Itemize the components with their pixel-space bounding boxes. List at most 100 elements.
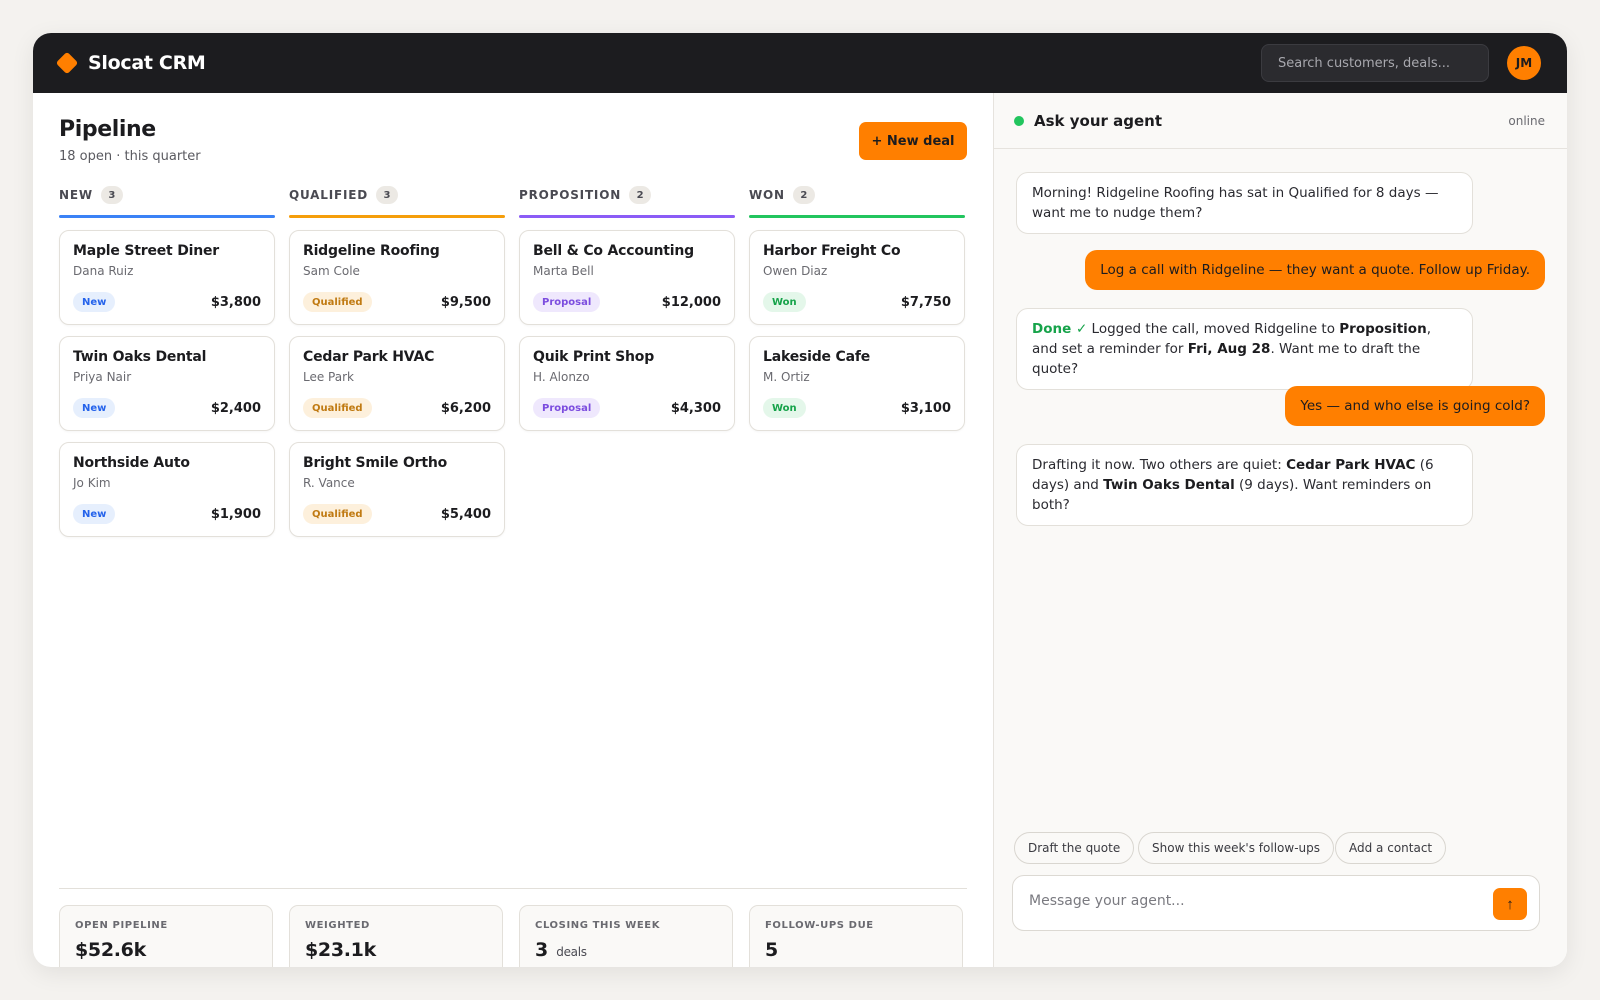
deal-title: Ridgeline Roofing: [303, 243, 440, 259]
message-text: (6 days) and: [1032, 457, 1434, 493]
deal-card[interactable]: Bell & Co Accounting Marta Bell Proposal…: [519, 230, 735, 325]
pipeline-panel: Pipeline 18 open · this quarter + New de…: [33, 93, 993, 967]
deal-card[interactable]: Northside Auto Jo Kim New $1,900: [59, 442, 275, 537]
column-title: WON: [749, 188, 785, 202]
deal-amount: $4,300: [670, 401, 721, 416]
column-divider: [289, 215, 505, 218]
user-avatar[interactable]: JM: [1507, 46, 1541, 80]
column-divider: [519, 215, 735, 218]
app-window: Slocat CRM JM Pipeline 18 open · this qu…: [33, 33, 1567, 967]
deal-card[interactable]: Cedar Park HVAC Lee Park Qualified $6,20…: [289, 336, 505, 431]
deal-contact: H. Alonzo: [533, 370, 590, 384]
message-bold-text: Fri, Aug 28: [1187, 341, 1271, 357]
new-deal-button[interactable]: + New deal: [859, 122, 967, 160]
stat-number: $23.1k: [305, 939, 376, 961]
column-proposition: PROPOSITION 2 Bell & Co Accounting Marta…: [519, 185, 735, 442]
deal-card[interactable]: Quik Print Shop H. Alonzo Proposal $4,30…: [519, 336, 735, 431]
deal-title: Bell & Co Accounting: [533, 243, 694, 259]
deal-amount: $9,500: [440, 295, 491, 310]
deal-card[interactable]: Maple Street Diner Dana Ruiz New $3,800: [59, 230, 275, 325]
column-header: NEW 3: [59, 185, 275, 205]
stat-label: OPEN PIPELINE: [75, 920, 168, 931]
column-header: WON 2: [749, 185, 965, 205]
stage-badge: Qualified: [303, 504, 372, 524]
message-text: (9 days). Want reminders on both?: [1032, 477, 1432, 513]
deal-title: Cedar Park HVAC: [303, 349, 435, 365]
deal-title: Quik Print Shop: [533, 349, 655, 365]
agent-header: Ask your agent online: [994, 93, 1567, 149]
message-text: Log a call with Ridgeline — they want a …: [1100, 262, 1530, 278]
column-new: NEW 3 Maple Street Diner Dana Ruiz New $…: [59, 185, 275, 548]
column-qualified: QUALIFIED 3 Ridgeline Roofing Sam Cole Q…: [289, 185, 505, 548]
deal-contact: Jo Kim: [73, 476, 111, 490]
message-bold-text: Twin Oaks Dental: [1103, 477, 1235, 493]
deal-card[interactable]: Twin Oaks Dental Priya Nair New $2,400: [59, 336, 275, 431]
message-text: Yes — and who else is going cold?: [1300, 398, 1530, 414]
top-bar: Slocat CRM JM: [33, 33, 1567, 93]
message-text: Drafting it now. Two others are quiet:: [1032, 457, 1287, 473]
app-name: Slocat CRM: [88, 52, 206, 74]
stat-value: $52.6k: [75, 939, 257, 961]
stage-badge: New: [73, 504, 116, 524]
deal-contact: R. Vance: [303, 476, 355, 490]
deal-title: Twin Oaks Dental: [73, 349, 207, 365]
message-composer: ↑: [1012, 875, 1540, 931]
online-status-icon: [1014, 115, 1024, 126]
page-subtitle: 18 open · this quarter: [59, 149, 201, 164]
agent-status-text: online: [1508, 113, 1545, 128]
deal-contact: Sam Cole: [303, 264, 360, 278]
search-box[interactable]: [1261, 44, 1489, 82]
agent-message: Morning! Ridgeline Roofing has sat in Qu…: [1016, 172, 1473, 234]
suggestion-chip-add-contact[interactable]: Add a contact: [1335, 832, 1447, 864]
stage-badge: New: [73, 398, 116, 418]
deal-amount: $12,000: [661, 295, 721, 310]
column-count-badge: 2: [792, 186, 815, 204]
column-count-badge: 3: [100, 186, 123, 204]
stat-closing-this-week: CLOSING THIS WEEK 3 deals: [519, 905, 733, 967]
deal-title: Northside Auto: [73, 455, 190, 471]
deal-amount: $3,800: [210, 295, 261, 310]
search-input[interactable]: [1278, 55, 1472, 71]
column-divider: [59, 215, 275, 218]
deal-card[interactable]: Ridgeline Roofing Sam Cole Qualified $9,…: [289, 230, 505, 325]
message-input[interactable]: [1029, 893, 1469, 909]
column-count-badge: 3: [376, 186, 398, 204]
deal-title: Lakeside Cafe: [763, 349, 871, 365]
stat-label: CLOSING THIS WEEK: [535, 920, 661, 931]
stat-number: $52.6k: [75, 939, 146, 961]
stage-badge: New: [73, 292, 116, 312]
deal-contact: Priya Nair: [73, 370, 132, 384]
stat-value: 5: [765, 939, 947, 961]
stat-unit: deals: [556, 945, 587, 959]
deal-contact: M. Ortiz: [763, 370, 810, 384]
suggestion-chip-follow-ups[interactable]: Show this week's follow-ups: [1138, 832, 1334, 864]
user-message: Log a call with Ridgeline — they want a …: [1085, 250, 1545, 290]
user-message: Yes — and who else is going cold?: [1285, 386, 1545, 426]
deal-amount: $5,400: [440, 507, 491, 522]
deal-contact: Owen Diaz: [763, 264, 828, 278]
stat-number: 5: [765, 939, 778, 961]
stage-badge: Proposal: [533, 398, 601, 418]
suggestion-chip-draft-quote[interactable]: Draft the quote: [1014, 832, 1135, 864]
agent-message: Drafting it now. Two others are quiet: C…: [1016, 444, 1473, 526]
deal-title: Harbor Freight Co: [763, 243, 901, 259]
deal-card[interactable]: Lakeside Cafe M. Ortiz Won $3,100: [749, 336, 965, 431]
message-text: . Want me to draft the quote?: [1032, 341, 1421, 377]
message-text: Morning! Ridgeline Roofing has sat in Qu…: [1032, 185, 1439, 221]
deal-card[interactable]: Harbor Freight Co Owen Diaz Won $7,750: [749, 230, 965, 325]
message-bold-text: Cedar Park HVAC: [1286, 457, 1416, 473]
send-button[interactable]: ↑: [1493, 888, 1527, 920]
agent-message: Done ✓ Logged the call, moved Ridgeline …: [1016, 308, 1473, 390]
stat-value: 3 deals: [535, 939, 717, 961]
column-divider: [749, 215, 965, 218]
stat-number: 3: [535, 939, 548, 961]
message-text: Logged the call, moved Ridgeline to: [1087, 321, 1340, 337]
deal-amount: $6,200: [440, 401, 491, 416]
stage-badge: Won: [763, 398, 806, 418]
deal-title: Bright Smile Ortho: [303, 455, 448, 471]
column-count-badge: 2: [629, 186, 652, 204]
deal-card[interactable]: Bright Smile Ortho R. Vance Qualified $5…: [289, 442, 505, 537]
stage-badge: Won: [763, 292, 806, 312]
deal-amount: $3,100: [900, 401, 951, 416]
deal-contact: Marta Bell: [533, 264, 594, 278]
